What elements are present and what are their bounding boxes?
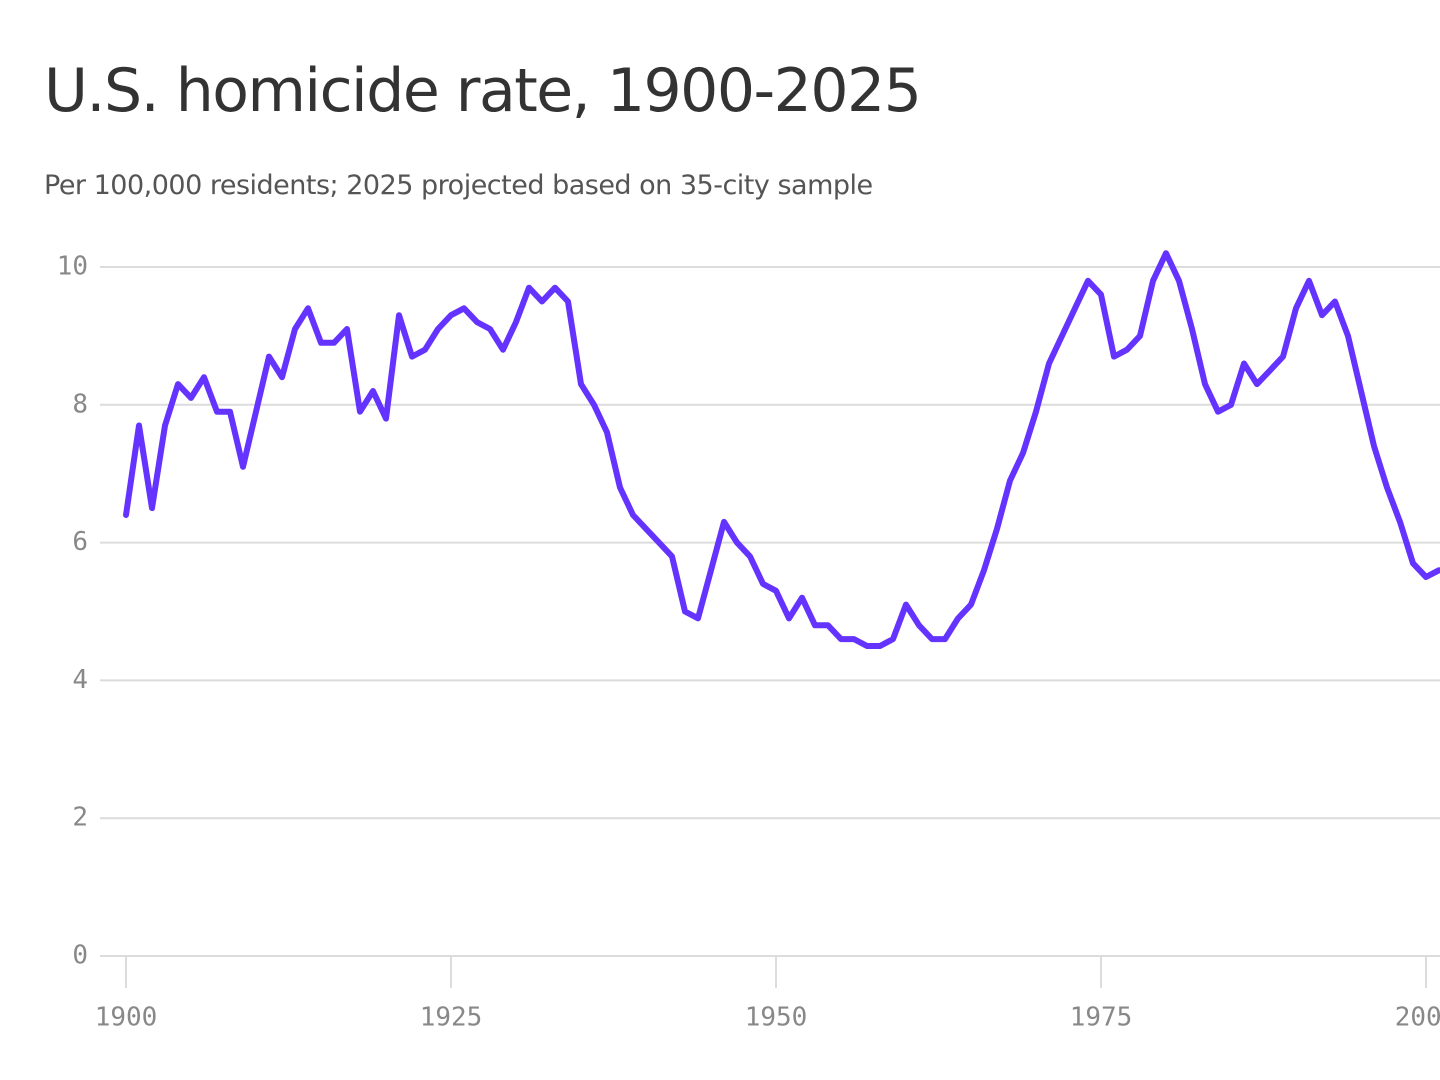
y-tick-label: 4 — [72, 665, 88, 695]
chart-title: U.S. homicide rate, 1900-2025 — [44, 56, 920, 126]
y-tick-label: 10 — [57, 252, 88, 282]
y-tick-label: 8 — [72, 389, 88, 419]
data-line — [123, 250, 1440, 649]
x-tick-label: 1900 — [95, 1003, 158, 1033]
x-tick-label: 1925 — [420, 1003, 483, 1033]
x-tick-label: 1975 — [1070, 1003, 1133, 1033]
y-tick-label: 0 — [72, 941, 88, 971]
y-tick-label: 6 — [72, 527, 88, 557]
y-tick-label: 2 — [72, 803, 88, 833]
x-tick-label: 2000 — [1395, 1003, 1440, 1033]
x-tick-label: 1950 — [745, 1003, 808, 1033]
chart-subtitle: Per 100,000 residents; 2025 projected ba… — [44, 170, 873, 201]
